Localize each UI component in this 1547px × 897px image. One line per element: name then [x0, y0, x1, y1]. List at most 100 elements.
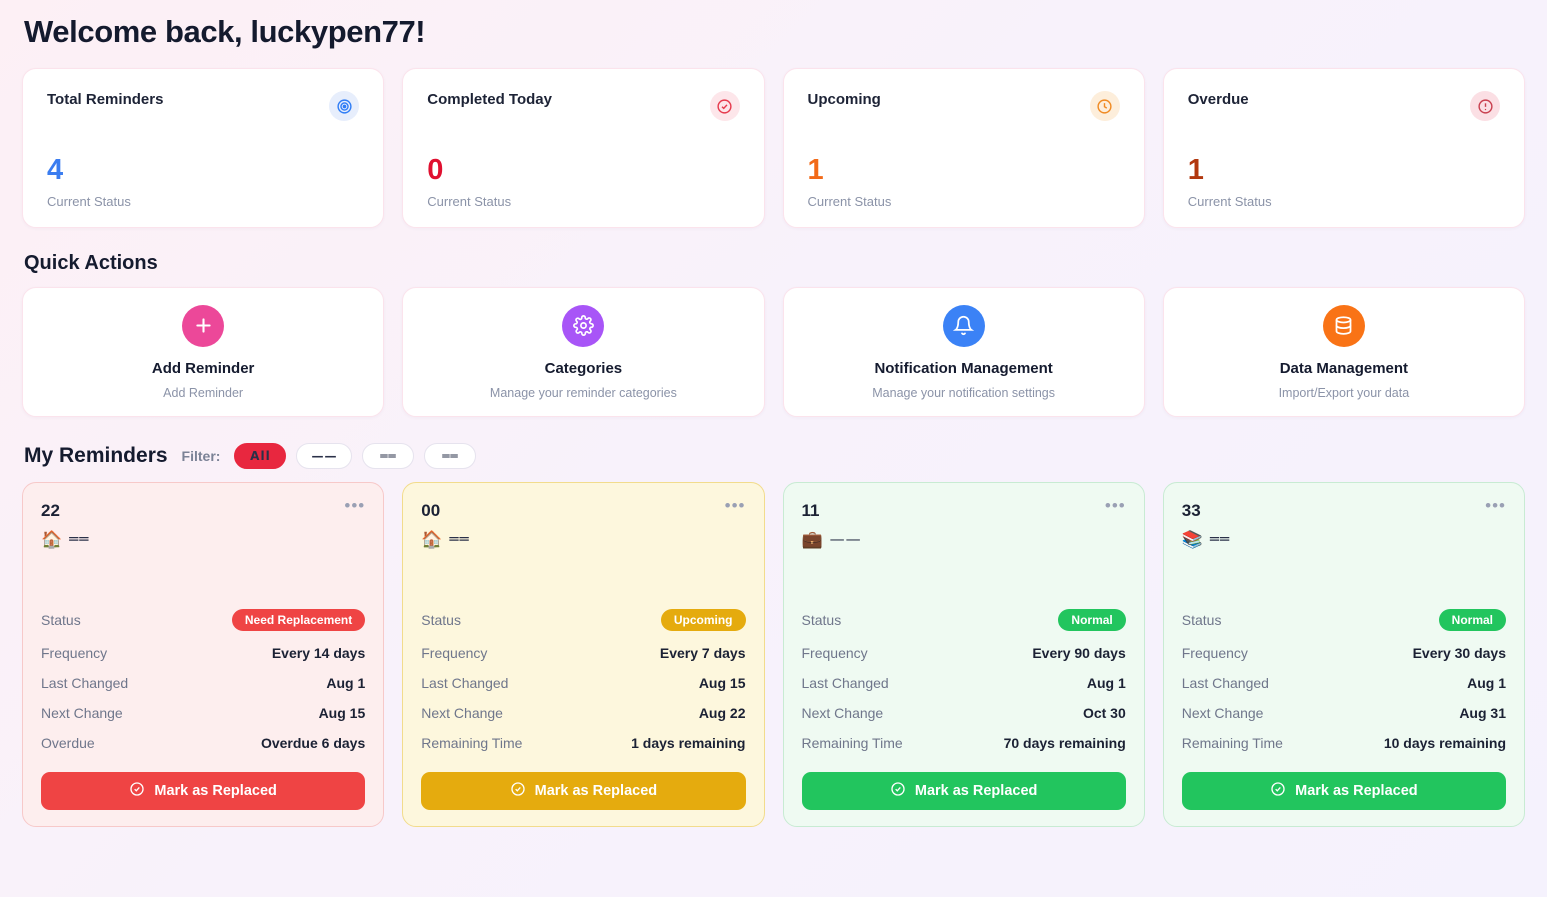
stat-card-head: Total Reminders	[47, 91, 360, 121]
check-circle-icon	[129, 781, 145, 801]
reminder-details: Status Normal Frequency Every 30 days Last C…	[1181, 602, 1506, 810]
detail-row-frequency: Frequency Every 7 days	[421, 638, 745, 668]
category-emoji-icon: 💼	[801, 529, 823, 549]
reminder-card: 22 ••• 🏠 ══ Status Need Replacement Frequency E…	[22, 482, 385, 827]
frequency-label: Frequency	[421, 645, 488, 661]
database-icon[interactable]	[1322, 304, 1365, 347]
detail-row-last-changed: Last Changed Aug 15	[421, 668, 745, 698]
quick-action-card[interactable]: Categories Manage your reminder categorie…	[402, 287, 765, 417]
stat-card-title: Overdue	[1187, 91, 1249, 108]
more-options-icon[interactable]: •••	[1485, 496, 1506, 515]
mark-as-replaced-label: Mark as Replaced	[154, 783, 277, 799]
detail-row-last-changed: Last Changed Aug 1	[802, 668, 1126, 698]
detail-row-last-changed: Last Changed Aug 1	[41, 668, 365, 698]
quick-action-description: Add Reminder	[163, 385, 244, 400]
filter-pills: All —— ══ ══	[234, 443, 477, 469]
next-change-label: Next Change	[41, 705, 123, 721]
category-label: ——	[829, 530, 862, 548]
filter-pill-3[interactable]: ══	[424, 443, 477, 469]
stat-card-subtitle: Current Status	[47, 194, 131, 209]
reminder-title: 11	[801, 501, 820, 520]
check-circle-icon	[510, 781, 526, 801]
stat-card-head: Overdue	[1188, 91, 1500, 121]
stat-card-value: 0	[427, 154, 444, 186]
reminder-category: 🏠 ══	[41, 530, 365, 548]
status-badge: Need Replacement	[231, 609, 366, 631]
more-options-icon[interactable]: •••	[1104, 496, 1126, 515]
mark-as-replaced-label: Mark as Replaced	[914, 783, 1038, 799]
clock-icon	[1089, 91, 1120, 121]
stats-grid: Total Reminders 4 Current Status Completed …	[22, 68, 1525, 228]
detail-row-next-change: Next Change Aug 15	[41, 698, 365, 728]
last-changed-label: Last Changed	[421, 675, 509, 691]
stat-card-head: Completed Today	[427, 91, 740, 121]
stat-card-subtitle: Current Status	[1187, 194, 1272, 209]
quick-action-card[interactable]: Add Reminder Add Reminder	[22, 287, 385, 417]
frequency-value: Every 14 days	[271, 645, 366, 661]
detail-row-status: Status Normal	[802, 602, 1126, 638]
filter-pill-all[interactable]: All	[234, 443, 287, 469]
status-label: Status	[41, 612, 81, 628]
quick-actions-grid: Add Reminder Add Reminder Categories Manage…	[22, 287, 1525, 417]
stat-card-subtitle: Current Status	[807, 194, 892, 209]
mark-as-replaced-button[interactable]: Mark as Replaced	[1181, 772, 1506, 810]
next-change-value: Oct 30	[1082, 705, 1126, 721]
remaining-value: 1 days remaining	[631, 735, 746, 751]
last-changed-value: Aug 1	[1086, 675, 1126, 691]
remaining-label: Remaining Time	[421, 735, 523, 751]
category-emoji-icon: 🏠	[41, 529, 63, 549]
remaining-label: Overdue	[41, 735, 95, 751]
mark-as-replaced-label: Mark as Replaced	[534, 783, 658, 799]
remaining-value: 70 days remaining	[1003, 735, 1126, 751]
plus-icon[interactable]	[182, 304, 225, 347]
filter-label: Filter:	[181, 448, 221, 464]
remaining-value: Overdue 6 days	[260, 735, 366, 751]
status-badge: Upcoming	[660, 609, 746, 631]
remaining-label: Remaining Time	[801, 735, 903, 751]
stat-card-value: 1	[807, 154, 824, 186]
last-changed-value: Aug 1	[326, 675, 366, 691]
category-label: ══	[1209, 530, 1230, 548]
stat-card-title: Total Reminders	[47, 91, 164, 108]
next-change-label: Next Change	[1181, 705, 1264, 721]
mark-as-replaced-button[interactable]: Mark as Replaced	[801, 772, 1126, 810]
frequency-value: Every 30 days	[1412, 645, 1506, 661]
reminder-title: 33	[1181, 501, 1201, 520]
quick-actions-heading: Quick Actions	[24, 252, 158, 274]
detail-row-frequency: Frequency Every 90 days	[802, 638, 1126, 668]
remaining-value: 10 days remaining	[1383, 735, 1506, 751]
filter-pill-2[interactable]: ══	[362, 443, 415, 469]
stat-card: Total Reminders 4 Current Status	[22, 68, 385, 228]
mark-as-replaced-button[interactable]: Mark as Replaced	[41, 772, 366, 810]
detail-row-frequency: Frequency Every 30 days	[1182, 638, 1506, 668]
reminder-category: 📚 ══	[1182, 530, 1506, 548]
last-changed-label: Last Changed	[801, 675, 889, 691]
stat-card-head: Upcoming	[808, 91, 1120, 121]
filter-pill-1[interactable]: ——	[296, 443, 353, 469]
filter-pill-label: ——	[311, 449, 338, 463]
stat-card: Overdue 1 Current Status	[1162, 68, 1525, 228]
status-label: Status	[1181, 612, 1222, 628]
more-options-icon[interactable]: •••	[344, 496, 366, 515]
last-changed-label: Last Changed	[1181, 675, 1269, 691]
stat-card: Completed Today 0 Current Status	[402, 68, 765, 228]
quick-action-label: Add Reminder	[151, 359, 255, 377]
quick-action-label: Notification Management	[874, 359, 1053, 377]
more-options-icon[interactable]: •••	[724, 496, 746, 515]
gear-icon[interactable]	[562, 304, 605, 347]
quick-action-card[interactable]: Notification Management Manage your notif…	[782, 287, 1145, 417]
frequency-value: Every 90 days	[1032, 645, 1126, 661]
last-changed-value: Aug 1	[1467, 675, 1506, 691]
quick-action-card[interactable]: Data Management Import/Export your data	[1162, 287, 1525, 417]
detail-row-remaining: Overdue Overdue 6 days	[41, 728, 365, 758]
reminder-card-head: 11 •••	[801, 496, 1126, 521]
next-change-label: Next Change	[801, 705, 884, 721]
reminder-details: Status Normal Frequency Every 90 days Last C…	[801, 602, 1126, 810]
quick-action-description: Import/Export your data	[1278, 385, 1410, 400]
mark-as-replaced-button[interactable]: Mark as Replaced	[421, 772, 746, 810]
frequency-label: Frequency	[41, 645, 108, 661]
stat-card-value: 1	[1187, 154, 1204, 186]
filter-pill-label: ══	[380, 449, 397, 463]
bell-icon[interactable]	[942, 304, 985, 347]
reminder-title: 22	[41, 501, 60, 520]
